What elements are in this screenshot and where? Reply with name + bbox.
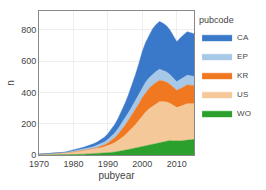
svg-text:n: n (5, 80, 16, 86)
svg-text:200: 200 (21, 119, 36, 129)
svg-text:US: US (237, 90, 248, 99)
svg-text:2000: 2000 (132, 159, 152, 169)
svg-text:CA: CA (237, 33, 249, 42)
svg-text:1990: 1990 (98, 159, 118, 169)
svg-text:KR: KR (237, 71, 248, 80)
svg-text:1970: 1970 (29, 159, 49, 169)
svg-text:0: 0 (31, 150, 36, 160)
svg-text:800: 800 (21, 25, 36, 35)
svg-text:400: 400 (21, 88, 36, 98)
svg-text:pubyear: pubyear (98, 170, 135, 181)
svg-text:600: 600 (21, 56, 36, 66)
svg-text:2010: 2010 (167, 159, 187, 169)
svg-text:pubcode: pubcode (199, 15, 234, 25)
svg-text:1980: 1980 (63, 159, 83, 169)
svg-text:EP: EP (237, 52, 248, 61)
svg-text:WO: WO (237, 109, 251, 118)
